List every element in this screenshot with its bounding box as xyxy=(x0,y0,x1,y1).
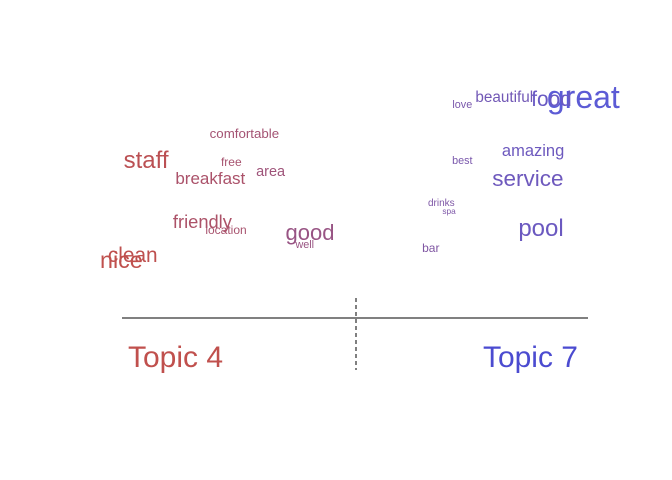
word-label-bar: bar xyxy=(422,241,439,255)
word-label-beautiful: beautiful xyxy=(475,89,533,106)
word-label-best: best xyxy=(452,155,472,167)
word-label-good: good xyxy=(286,220,335,245)
word-label-spa: spa xyxy=(442,206,456,216)
word-label-great: great xyxy=(547,79,620,115)
word-label-staff: staff xyxy=(124,147,169,174)
word-label-drinks: drinks xyxy=(428,198,455,209)
word-label-love: love xyxy=(452,99,472,111)
word-label-food: food xyxy=(531,88,571,111)
word-label-well: well xyxy=(294,239,314,251)
word-label-amazing: amazing xyxy=(502,142,564,160)
word-label-area: area xyxy=(256,164,286,180)
topic-right-label: Topic 7 xyxy=(483,341,578,374)
word-label-pool: pool xyxy=(518,215,563,242)
word-label-friendly: friendly xyxy=(173,211,233,232)
word-label-free: free xyxy=(221,155,242,169)
word-label-comfortable: comfortable xyxy=(210,126,279,141)
word-label-service: service xyxy=(492,166,563,191)
word-label-clean: clean xyxy=(108,244,158,267)
word-label-nice: nice xyxy=(100,247,143,273)
word-label-breakfast: breakfast xyxy=(175,169,245,188)
word-label-location: location xyxy=(205,223,246,237)
topic-left-label: Topic 4 xyxy=(128,341,223,374)
